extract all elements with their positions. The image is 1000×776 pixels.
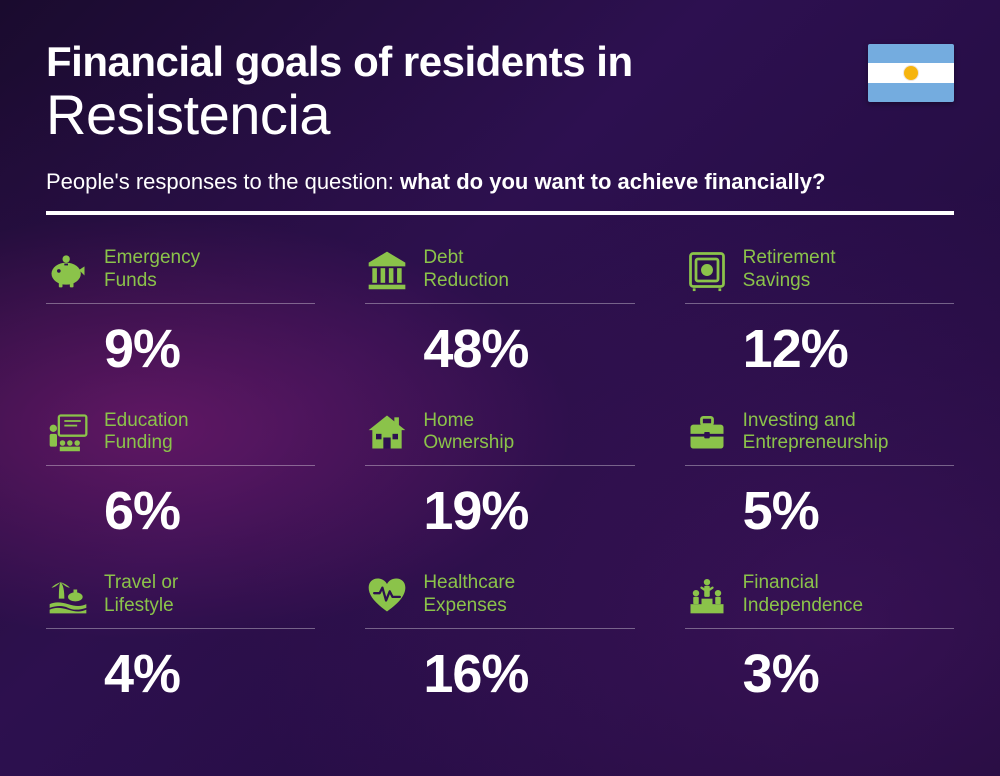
safe-icon — [685, 248, 729, 292]
stat-investing-entrepreneurship: Investing andEntrepreneurship 5% — [685, 410, 954, 543]
stat-education-funding: EducationFunding 6% — [46, 410, 315, 543]
stat-value: 12% — [685, 318, 954, 380]
subtitle-question: what do you want to achieve financially? — [400, 169, 825, 194]
subtitle-prefix: People's responses to the question: — [46, 169, 400, 194]
argentina-flag-icon — [868, 44, 954, 102]
travel-icon — [46, 573, 90, 617]
stat-label: HealthcareExpenses — [423, 572, 515, 618]
house-icon — [365, 410, 409, 454]
stat-label: FinancialIndependence — [743, 572, 863, 618]
stat-label: HomeOwnership — [423, 410, 514, 456]
title-line-2: Resistencia — [46, 82, 954, 147]
stat-value: 6% — [46, 480, 315, 542]
stats-grid: EmergencyFunds 9% DebtReduction 48% Reti… — [46, 247, 954, 705]
stat-value: 19% — [365, 480, 634, 542]
stat-label: EducationFunding — [104, 410, 189, 456]
stat-value: 48% — [365, 318, 634, 380]
briefcase-icon — [685, 410, 729, 454]
header: Financial goals of residents in Resisten… — [46, 38, 954, 215]
stat-financial-independence: FinancialIndependence 3% — [685, 572, 954, 705]
subtitle: People's responses to the question: what… — [46, 169, 954, 195]
independence-icon — [685, 573, 729, 617]
stat-debt-reduction: DebtReduction 48% — [365, 247, 634, 380]
stat-label: DebtReduction — [423, 247, 509, 293]
stat-value: 16% — [365, 643, 634, 705]
bank-icon — [365, 248, 409, 292]
piggy-bank-icon — [46, 248, 90, 292]
stat-label: EmergencyFunds — [104, 247, 200, 293]
stat-travel-lifestyle: Travel orLifestyle 4% — [46, 572, 315, 705]
stat-label: Investing andEntrepreneurship — [743, 410, 889, 456]
stat-value: 9% — [46, 318, 315, 380]
stat-value: 5% — [685, 480, 954, 542]
stat-home-ownership: HomeOwnership 19% — [365, 410, 634, 543]
divider — [46, 211, 954, 215]
stat-label: RetirementSavings — [743, 247, 836, 293]
stat-label: Travel orLifestyle — [104, 572, 178, 618]
stat-retirement-savings: RetirementSavings 12% — [685, 247, 954, 380]
stat-value: 4% — [46, 643, 315, 705]
stat-healthcare-expenses: HealthcareExpenses 16% — [365, 572, 634, 705]
stat-emergency-funds: EmergencyFunds 9% — [46, 247, 315, 380]
healthcare-icon — [365, 573, 409, 617]
title-line-1: Financial goals of residents in — [46, 38, 954, 86]
stat-value: 3% — [685, 643, 954, 705]
education-icon — [46, 410, 90, 454]
